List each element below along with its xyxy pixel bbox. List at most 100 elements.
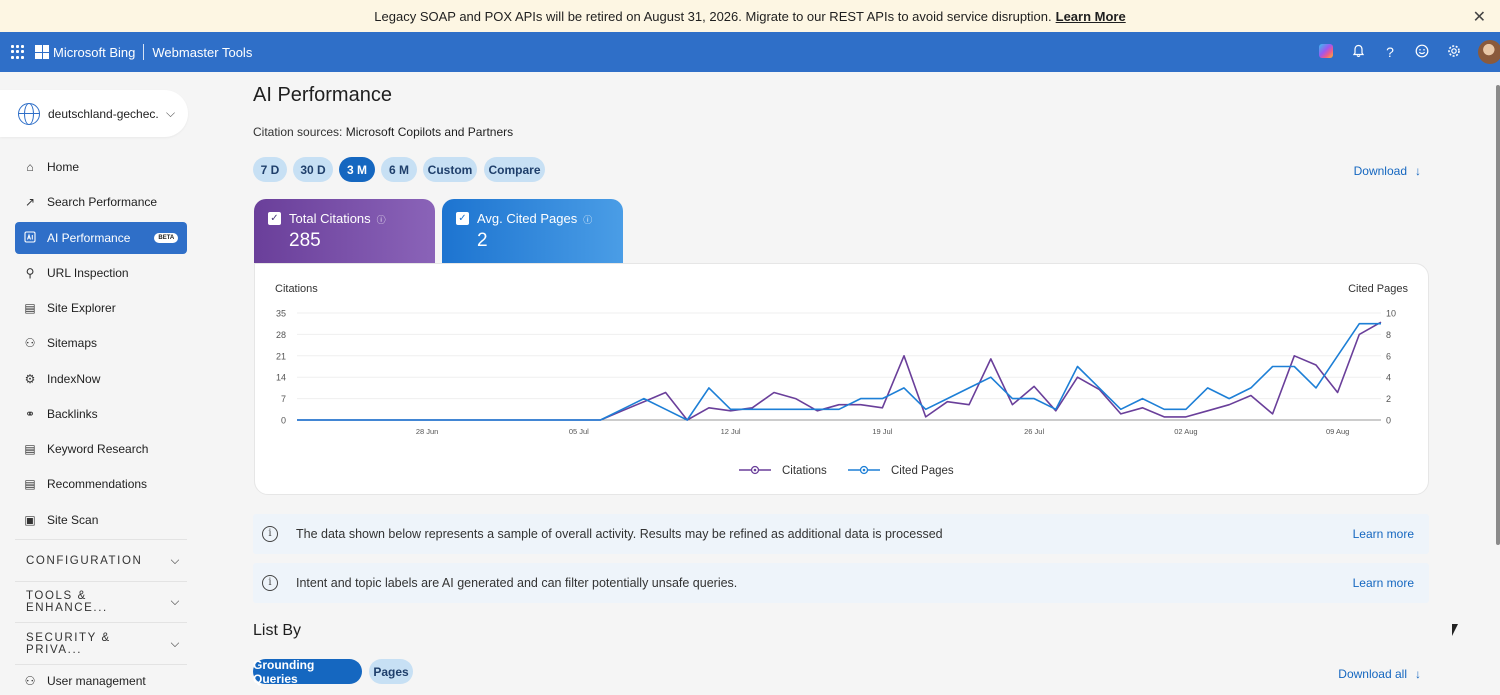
download-all-button[interactable]: Download all ↓ (1338, 667, 1421, 681)
learn-more-link[interactable]: Learn more (1352, 527, 1414, 541)
info-bar-labels: i Intent and topic labels are AI generat… (253, 563, 1429, 603)
avatar[interactable] (1478, 40, 1500, 64)
sidebar-item-recommendations[interactable]: ▤ Recommendations (15, 468, 187, 500)
home-icon: ⌂ (26, 160, 34, 174)
sidebar-item-label: Search Performance (47, 195, 158, 209)
y2-tick-label: 6 (1386, 351, 1391, 361)
metric-label: Avg. Cited Pages ⓘ (477, 211, 592, 226)
list-by-heading: List By (253, 622, 302, 639)
range-custom[interactable]: Custom (423, 157, 477, 182)
section-tools[interactable]: TOOLS & ENHANCE... ⌵ (26, 587, 181, 617)
beta-badge: BETA (154, 233, 179, 243)
sidebar-item-site-explorer[interactable]: ▤ Site Explorer (15, 292, 187, 324)
gear-icon[interactable] (1438, 44, 1470, 61)
legend-label: Cited Pages (891, 465, 954, 477)
metric-label: Total Citations ⓘ (289, 211, 386, 226)
checkbox-icon[interactable]: ✓ (268, 212, 281, 225)
site-selector[interactable]: deutschland-gechec... ⌵ (0, 90, 188, 137)
microsoft-logo-icon (35, 45, 49, 59)
sidebar-item-label: User management (47, 674, 146, 688)
sidebar-item-keyword-research[interactable]: ▤ Keyword Research (15, 433, 187, 465)
section-label: SECURITY & PRIVA... (26, 632, 111, 656)
download-all-label: Download all (1338, 667, 1407, 681)
learn-more-link[interactable]: Learn more (1352, 576, 1414, 590)
y-tick-label: 0 (281, 416, 286, 426)
y2-tick-label: 0 (1386, 416, 1391, 426)
x-tick-label: 26 Jul (1024, 427, 1044, 436)
sidebar-item-label: Sitemaps (47, 336, 98, 350)
brand-name[interactable]: Microsoft Bing (53, 44, 136, 60)
link-icon: ⚭ (24, 407, 36, 421)
info-icon: i (262, 526, 278, 542)
info-icon: i (262, 575, 278, 591)
banner-learn-more-link[interactable]: Learn More (1055, 8, 1126, 24)
sidebar-item-sitemaps[interactable]: ⚇ Sitemaps (15, 327, 187, 359)
info-icon: ⓘ (583, 215, 593, 225)
y2-axis-title: Cited Pages (1348, 283, 1408, 295)
metric-total-citations[interactable]: ✓ Total Citations ⓘ 285 (254, 199, 435, 263)
download-button[interactable]: Download ↓ (1354, 164, 1421, 178)
app-launcher-icon[interactable] (11, 45, 25, 59)
bell-icon[interactable] (1342, 44, 1374, 61)
sitemap-icon: ⚇ (24, 336, 36, 350)
range-compare[interactable]: Compare (484, 157, 545, 182)
product-name[interactable]: Webmaster Tools (152, 44, 253, 60)
y-axis-title: Citations (275, 283, 318, 295)
metric-value: 285 (289, 230, 321, 251)
series-line-cited-pages (297, 322, 1381, 421)
y-tick-label: 7 (281, 394, 286, 404)
sidebar-item-label: IndexNow (47, 372, 101, 386)
section-security[interactable]: SECURITY & PRIVA... ⌵ (26, 629, 181, 659)
copilot-icon[interactable] (1310, 43, 1342, 61)
section-label: CONFIGURATION (26, 555, 143, 567)
globe-icon (18, 102, 40, 125)
site-name: deutschland-gechec... (48, 106, 158, 121)
range-30d[interactable]: 30 D (293, 157, 333, 182)
x-tick-label: 28 Jun (416, 427, 439, 436)
tab-grounding-queries[interactable]: Grounding Queries (253, 658, 362, 686)
sidebar-item-user-management[interactable]: ⚇ User management (15, 665, 187, 695)
range-6m[interactable]: 6 M (381, 157, 417, 182)
scrollbar[interactable] (1496, 85, 1500, 545)
close-icon[interactable]: ✕ (1472, 9, 1486, 26)
sidebar-item-site-scan[interactable]: ▣ Site Scan (15, 504, 187, 536)
divider (15, 664, 187, 665)
citation-value: Microsoft Copilots and Partners (345, 125, 514, 139)
chevron-down-icon: ⌵ (170, 595, 181, 608)
sidebar-item-label: Site Scan (47, 513, 99, 527)
x-tick-label: 19 Jul (872, 427, 892, 436)
section-configuration[interactable]: CONFIGURATION ⌵ (26, 546, 181, 576)
sidebar-item-indexnow[interactable]: ⚙ IndexNow (15, 363, 187, 395)
metric-label-text: Avg. Cited Pages (477, 211, 578, 226)
sidebar-item-search-performance[interactable]: ↗ Search Performance (15, 186, 187, 218)
y-tick-label: 28 (276, 330, 286, 340)
series-line-citations (297, 321, 1382, 421)
x-tick-label: 05 Jul (569, 427, 589, 436)
range-7d[interactable]: 7 D (253, 157, 287, 182)
legend-label: Citations (782, 465, 827, 477)
page-title: AI Performance (253, 84, 392, 106)
sidebar-item-url-inspection[interactable]: ⚲ URL Inspection (15, 257, 187, 289)
sidebar-item-ai-performance[interactable]: AI Performance BETA (15, 222, 187, 254)
range-3m[interactable]: 3 M (339, 157, 375, 182)
help-icon[interactable]: ? (1386, 44, 1394, 60)
tab-pages[interactable]: Pages (369, 659, 413, 684)
info-bar-sample: i The data shown below represents a samp… (253, 514, 1429, 554)
gear-icon: ⚙ (24, 372, 36, 386)
y2-tick-label: 10 (1386, 309, 1396, 319)
sidebar: deutschland-gechec... ⌵ ⌂ Home ↗ Search … (0, 72, 200, 695)
divider (15, 622, 187, 623)
metric-avg-cited-pages[interactable]: ✓ Avg. Cited Pages ⓘ 2 (442, 199, 623, 263)
document-icon: ▤ (24, 442, 36, 456)
info-icon: ⓘ (376, 215, 386, 225)
y-tick-label: 14 (276, 373, 286, 383)
sidebar-item-home[interactable]: ⌂ Home (15, 151, 187, 183)
divider (15, 539, 187, 540)
divider (15, 581, 187, 582)
chevron-down-icon: ⌵ (166, 106, 176, 120)
download-icon: ↓ (1415, 667, 1421, 681)
sidebar-item-label: Keyword Research (47, 442, 149, 456)
smiley-icon[interactable] (1406, 44, 1438, 61)
sidebar-item-backlinks[interactable]: ⚭ Backlinks (15, 398, 187, 430)
checkbox-icon[interactable]: ✓ (456, 212, 469, 225)
